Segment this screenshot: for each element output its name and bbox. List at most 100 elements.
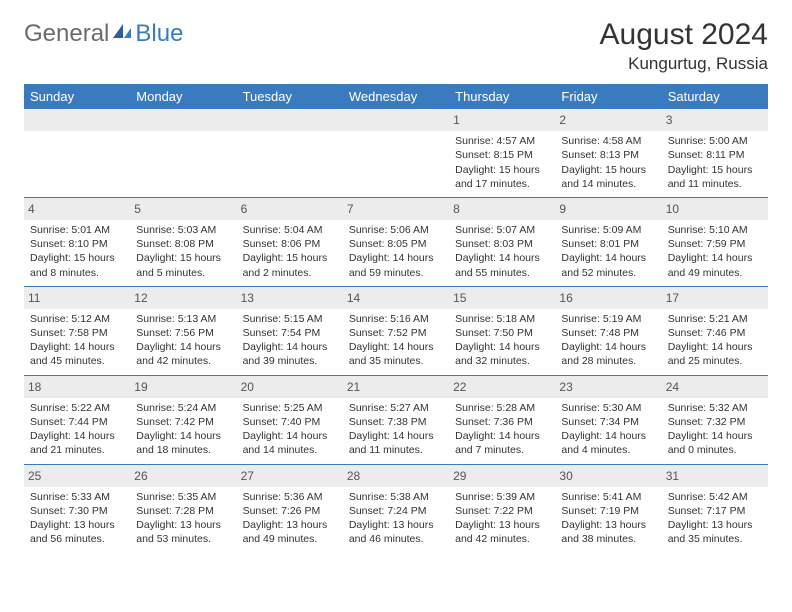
sunrise-text: Sunrise: 4:58 AM bbox=[561, 134, 655, 148]
day-number: 24 bbox=[662, 376, 768, 398]
sunrise-text: Sunrise: 5:24 AM bbox=[136, 401, 230, 415]
sunrise-text: Sunrise: 5:36 AM bbox=[243, 490, 337, 504]
day-number: 3 bbox=[662, 109, 768, 131]
day-number: 4 bbox=[24, 198, 130, 220]
empty-cell bbox=[24, 109, 130, 197]
sunset-text: Sunset: 8:10 PM bbox=[30, 237, 124, 251]
daylight-text: Daylight: 13 hours and 53 minutes. bbox=[136, 518, 230, 546]
week-row: 4Sunrise: 5:01 AMSunset: 8:10 PMDaylight… bbox=[24, 197, 768, 286]
sunrise-text: Sunrise: 5:35 AM bbox=[136, 490, 230, 504]
day-number: 21 bbox=[343, 376, 449, 398]
sunrise-text: Sunrise: 5:38 AM bbox=[349, 490, 443, 504]
sunset-text: Sunset: 7:46 PM bbox=[668, 326, 762, 340]
week-row: 25Sunrise: 5:33 AMSunset: 7:30 PMDayligh… bbox=[24, 464, 768, 552]
daylight-text: Daylight: 14 hours and 32 minutes. bbox=[455, 340, 549, 368]
day-cell: 7Sunrise: 5:06 AMSunset: 8:05 PMDaylight… bbox=[343, 197, 449, 286]
daylight-text: Daylight: 13 hours and 46 minutes. bbox=[349, 518, 443, 546]
sunrise-text: Sunrise: 5:22 AM bbox=[30, 401, 124, 415]
title-block: August 2024 Kungurtug, Russia bbox=[600, 18, 768, 74]
day-cell: 15Sunrise: 5:18 AMSunset: 7:50 PMDayligh… bbox=[449, 286, 555, 375]
day-cell: 10Sunrise: 5:10 AMSunset: 7:59 PMDayligh… bbox=[662, 197, 768, 286]
day-number: 10 bbox=[662, 198, 768, 220]
day-cell: 24Sunrise: 5:32 AMSunset: 7:32 PMDayligh… bbox=[662, 375, 768, 464]
day-cell: 19Sunrise: 5:24 AMSunset: 7:42 PMDayligh… bbox=[130, 375, 236, 464]
day-cell: 29Sunrise: 5:39 AMSunset: 7:22 PMDayligh… bbox=[449, 464, 555, 552]
sunset-text: Sunset: 8:01 PM bbox=[561, 237, 655, 251]
day-cell: 30Sunrise: 5:41 AMSunset: 7:19 PMDayligh… bbox=[555, 464, 661, 552]
sunrise-text: Sunrise: 5:13 AM bbox=[136, 312, 230, 326]
sunrise-text: Sunrise: 5:39 AM bbox=[455, 490, 549, 504]
daylight-text: Daylight: 14 hours and 25 minutes. bbox=[668, 340, 762, 368]
sunset-text: Sunset: 7:38 PM bbox=[349, 415, 443, 429]
day-number: 13 bbox=[237, 287, 343, 309]
daylight-text: Daylight: 15 hours and 5 minutes. bbox=[136, 251, 230, 279]
sunset-text: Sunset: 7:52 PM bbox=[349, 326, 443, 340]
day-cell: 13Sunrise: 5:15 AMSunset: 7:54 PMDayligh… bbox=[237, 286, 343, 375]
daylight-text: Daylight: 15 hours and 11 minutes. bbox=[668, 163, 762, 191]
sunset-text: Sunset: 7:40 PM bbox=[243, 415, 337, 429]
day-header: Sunday bbox=[24, 84, 130, 109]
day-cell: 2Sunrise: 4:58 AMSunset: 8:13 PMDaylight… bbox=[555, 109, 661, 197]
daylight-text: Daylight: 14 hours and 42 minutes. bbox=[136, 340, 230, 368]
sunrise-text: Sunrise: 5:15 AM bbox=[243, 312, 337, 326]
day-number: 18 bbox=[24, 376, 130, 398]
sunset-text: Sunset: 8:11 PM bbox=[668, 148, 762, 162]
daylight-text: Daylight: 14 hours and 28 minutes. bbox=[561, 340, 655, 368]
day-header: Wednesday bbox=[343, 84, 449, 109]
daylight-text: Daylight: 14 hours and 4 minutes. bbox=[561, 429, 655, 457]
day-number: 31 bbox=[662, 465, 768, 487]
week-row: 11Sunrise: 5:12 AMSunset: 7:58 PMDayligh… bbox=[24, 286, 768, 375]
calendar-body: 1Sunrise: 4:57 AMSunset: 8:15 PMDaylight… bbox=[24, 109, 768, 552]
sunset-text: Sunset: 7:58 PM bbox=[30, 326, 124, 340]
day-number: 15 bbox=[449, 287, 555, 309]
sunset-text: Sunset: 7:17 PM bbox=[668, 504, 762, 518]
day-number: 1 bbox=[449, 109, 555, 131]
day-header: Friday bbox=[555, 84, 661, 109]
day-number: 29 bbox=[449, 465, 555, 487]
sunset-text: Sunset: 7:59 PM bbox=[668, 237, 762, 251]
day-number: 5 bbox=[130, 198, 236, 220]
sunrise-text: Sunrise: 5:18 AM bbox=[455, 312, 549, 326]
day-cell: 25Sunrise: 5:33 AMSunset: 7:30 PMDayligh… bbox=[24, 464, 130, 552]
sunrise-text: Sunrise: 4:57 AM bbox=[455, 134, 549, 148]
day-cell: 31Sunrise: 5:42 AMSunset: 7:17 PMDayligh… bbox=[662, 464, 768, 552]
logo-sail-icon bbox=[111, 22, 133, 45]
day-cell: 3Sunrise: 5:00 AMSunset: 8:11 PMDaylight… bbox=[662, 109, 768, 197]
day-cell: 23Sunrise: 5:30 AMSunset: 7:34 PMDayligh… bbox=[555, 375, 661, 464]
daylight-text: Daylight: 14 hours and 35 minutes. bbox=[349, 340, 443, 368]
day-number: 28 bbox=[343, 465, 449, 487]
daylight-text: Daylight: 14 hours and 55 minutes. bbox=[455, 251, 549, 279]
sunset-text: Sunset: 8:13 PM bbox=[561, 148, 655, 162]
day-header: Tuesday bbox=[237, 84, 343, 109]
daylight-text: Daylight: 13 hours and 56 minutes. bbox=[30, 518, 124, 546]
calendar-table: Sunday Monday Tuesday Wednesday Thursday… bbox=[24, 84, 768, 552]
day-cell: 14Sunrise: 5:16 AMSunset: 7:52 PMDayligh… bbox=[343, 286, 449, 375]
sunset-text: Sunset: 7:30 PM bbox=[30, 504, 124, 518]
day-cell: 26Sunrise: 5:35 AMSunset: 7:28 PMDayligh… bbox=[130, 464, 236, 552]
empty-daynum bbox=[237, 109, 343, 131]
daylight-text: Daylight: 14 hours and 7 minutes. bbox=[455, 429, 549, 457]
logo-text-blue: Blue bbox=[135, 20, 183, 48]
day-cell: 6Sunrise: 5:04 AMSunset: 8:06 PMDaylight… bbox=[237, 197, 343, 286]
sunrise-text: Sunrise: 5:42 AM bbox=[668, 490, 762, 504]
sunrise-text: Sunrise: 5:32 AM bbox=[668, 401, 762, 415]
day-cell: 28Sunrise: 5:38 AMSunset: 7:24 PMDayligh… bbox=[343, 464, 449, 552]
sunrise-text: Sunrise: 5:41 AM bbox=[561, 490, 655, 504]
day-cell: 17Sunrise: 5:21 AMSunset: 7:46 PMDayligh… bbox=[662, 286, 768, 375]
sunrise-text: Sunrise: 5:25 AM bbox=[243, 401, 337, 415]
daylight-text: Daylight: 14 hours and 11 minutes. bbox=[349, 429, 443, 457]
sunset-text: Sunset: 7:54 PM bbox=[243, 326, 337, 340]
daylight-text: Daylight: 13 hours and 49 minutes. bbox=[243, 518, 337, 546]
daylight-text: Daylight: 14 hours and 14 minutes. bbox=[243, 429, 337, 457]
sunset-text: Sunset: 7:42 PM bbox=[136, 415, 230, 429]
daylight-text: Daylight: 15 hours and 2 minutes. bbox=[243, 251, 337, 279]
day-number: 16 bbox=[555, 287, 661, 309]
day-cell: 20Sunrise: 5:25 AMSunset: 7:40 PMDayligh… bbox=[237, 375, 343, 464]
day-cell: 27Sunrise: 5:36 AMSunset: 7:26 PMDayligh… bbox=[237, 464, 343, 552]
day-number: 27 bbox=[237, 465, 343, 487]
day-number: 26 bbox=[130, 465, 236, 487]
daylight-text: Daylight: 14 hours and 59 minutes. bbox=[349, 251, 443, 279]
sunrise-text: Sunrise: 5:04 AM bbox=[243, 223, 337, 237]
sunrise-text: Sunrise: 5:03 AM bbox=[136, 223, 230, 237]
calendar-page: General Blue August 2024 Kungurtug, Russ… bbox=[0, 0, 792, 570]
